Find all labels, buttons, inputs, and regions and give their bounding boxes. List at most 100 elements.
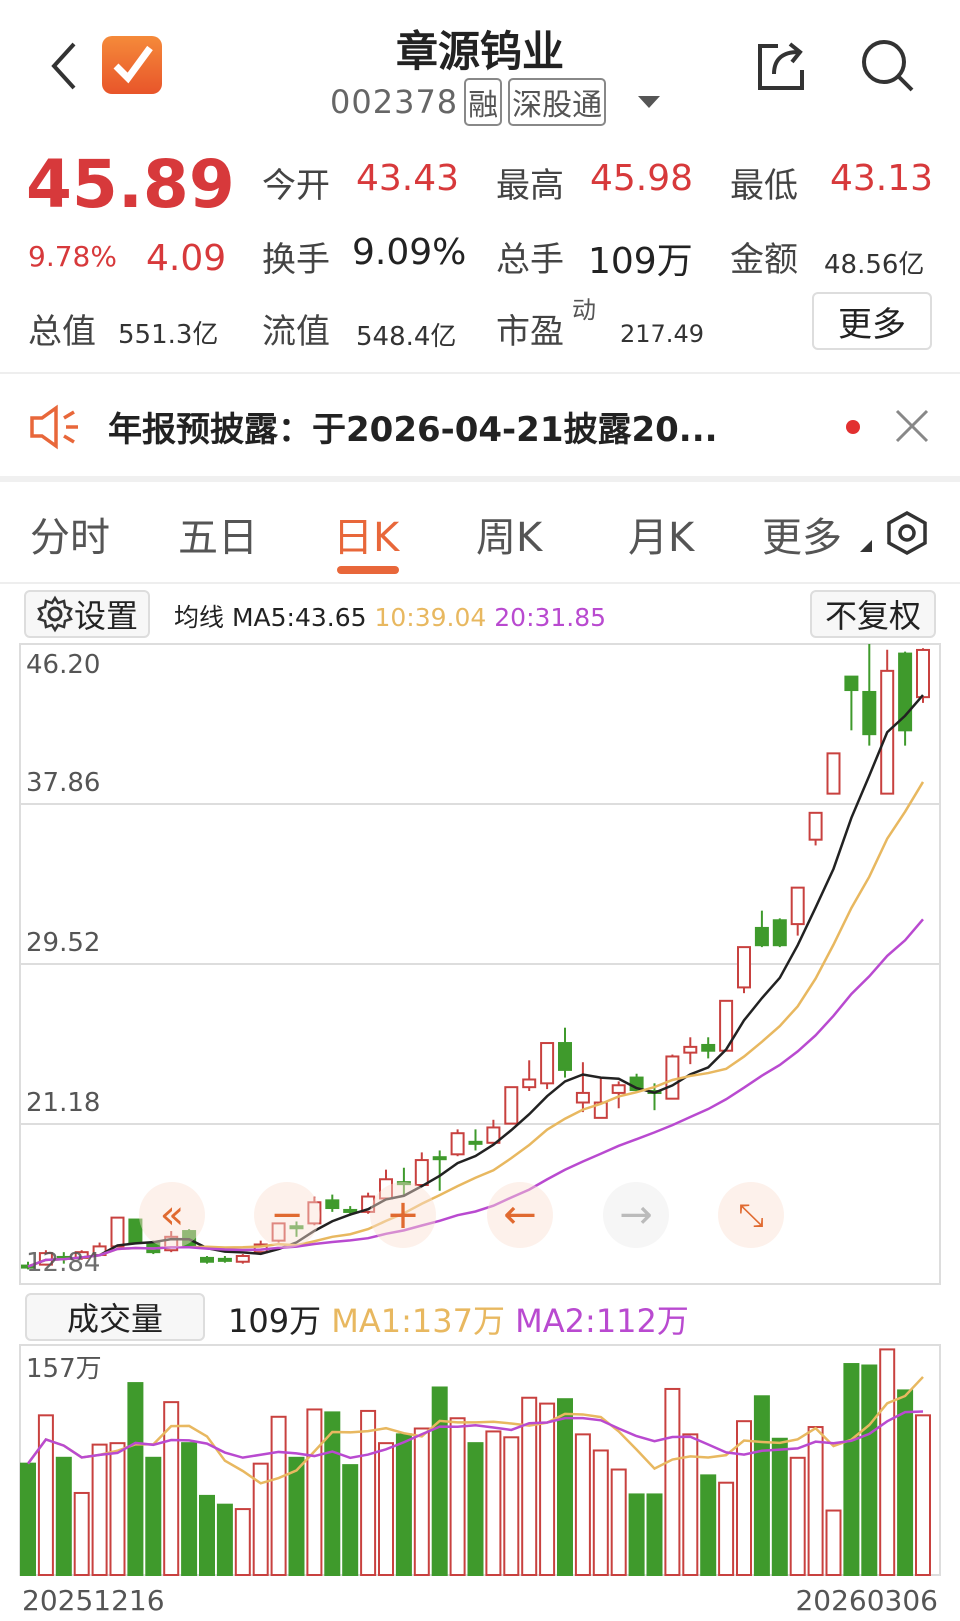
divider (0, 582, 960, 584)
volume-bar (199, 1494, 215, 1577)
open-value: 43.43 (356, 158, 460, 199)
share-button[interactable] (752, 36, 810, 98)
volume-bar (485, 1430, 502, 1576)
notice-bar[interactable]: 年报预披露：于2026-04-21披露20... (0, 376, 960, 476)
chart-settings-icon[interactable] (884, 510, 930, 556)
volume-bar (503, 1436, 520, 1576)
chevron-left-icon (51, 42, 76, 90)
tab-daily-k[interactable]: 日K (333, 515, 400, 561)
stock-title: 章源钨业 (395, 27, 564, 76)
tab-intraday[interactable]: 分时 (30, 515, 110, 561)
tab-more[interactable]: 更多 (762, 515, 842, 561)
y-tick-label: 12.84 (26, 1248, 101, 1278)
pe-value: 217.49 (620, 320, 704, 348)
candle-body (522, 1078, 537, 1089)
zoom-out-button[interactable]: − (254, 1182, 320, 1248)
open-label: 今开 (262, 166, 330, 206)
candle-body (432, 1156, 447, 1161)
volume-indicator-button[interactable]: 成交量 (25, 1293, 205, 1341)
volume-bar (682, 1433, 699, 1577)
turnover-label: 换手 (262, 240, 330, 280)
volume-bar (73, 1491, 90, 1576)
divider (0, 372, 960, 374)
volume-bar (342, 1464, 359, 1576)
volume-max-label: 157万 (26, 1354, 102, 1384)
change-value: 4.09 (146, 238, 227, 279)
adjust-label: 不复权 (824, 597, 921, 635)
candle-body (665, 1055, 680, 1100)
expand-button[interactable]: ⤡ (718, 1182, 784, 1248)
more-quote-button[interactable]: 更多 (812, 292, 932, 350)
volume-bar (20, 1462, 36, 1576)
active-tab-indicator (337, 566, 399, 574)
tab-weekly-k[interactable]: 周K (476, 515, 543, 561)
ma-label: 均线 (174, 603, 225, 632)
scroll-right-button[interactable]: → (603, 1182, 669, 1248)
candle-body (808, 811, 823, 841)
settings-label: 设置 (73, 597, 138, 635)
rewind-button[interactable]: « (139, 1182, 205, 1248)
volume-bar (127, 1382, 144, 1576)
candle-body (307, 1201, 322, 1225)
y-tick-label: 37.86 (26, 768, 101, 798)
volume-bar (521, 1396, 538, 1576)
expand-icon: ⤡ (738, 1195, 764, 1234)
back-button[interactable] (44, 38, 84, 94)
stock-code: 002378 (330, 83, 459, 121)
app-logo-check-icon (102, 36, 162, 94)
volume-bar (825, 1509, 842, 1576)
volume-bar (736, 1420, 752, 1576)
close-icon[interactable] (894, 408, 930, 444)
adjust-button[interactable]: 不复权 (810, 590, 936, 638)
candle-body (271, 1222, 286, 1242)
volume-ma1-line (26, 1376, 924, 1485)
candle-body (737, 946, 751, 989)
volume-bar (306, 1408, 323, 1576)
candle-body (235, 1254, 250, 1263)
volume-bar (861, 1364, 878, 1577)
candle-body (540, 1042, 555, 1085)
volume-bar (449, 1417, 466, 1576)
tab-monthly-k[interactable]: 月K (628, 515, 695, 561)
pe-label: 市盈 (496, 312, 564, 352)
volume-bar (181, 1442, 198, 1576)
current-price: 45.89 (26, 146, 235, 223)
tab-five-day[interactable]: 五日 (178, 515, 258, 561)
zoom-in-icon: + (386, 1192, 420, 1238)
amount-label: 金额 (730, 240, 798, 280)
amount-value: 48.56亿 (824, 250, 925, 280)
divider (0, 476, 960, 482)
change-percent: 9.78% (28, 240, 117, 273)
candle-body (575, 1091, 590, 1104)
volume-bar (467, 1442, 484, 1576)
ma5-value: MA5:43.65 (231, 603, 367, 632)
zoom-out-icon: − (270, 1192, 304, 1238)
mktcap-value: 551.3亿 (118, 320, 219, 350)
volume-ma2: MA2:112万 (515, 1302, 689, 1340)
candlestick-chart[interactable] (0, 0, 960, 1300)
candle-body (558, 1042, 572, 1071)
zoom-in-button[interactable]: + (370, 1182, 436, 1248)
volume-bar (360, 1409, 377, 1576)
volume-bar (646, 1493, 663, 1577)
ma-legend: 均线 MA5:43.65 10:39.04 20:31.85 (174, 598, 606, 634)
volume-chart[interactable] (0, 1340, 960, 1585)
stock-subtitle[interactable]: 002378 融 深股通 (330, 78, 664, 126)
margin-tag: 融 (464, 78, 503, 126)
scroll-left-button[interactable]: ← (487, 1182, 553, 1248)
settings-button[interactable]: 设置 (24, 590, 150, 638)
search-button[interactable] (858, 36, 918, 100)
volume-ma1: MA1:137万 (331, 1302, 505, 1340)
volume-bar (700, 1474, 717, 1577)
volume-bar (807, 1426, 824, 1576)
volume-bar (753, 1395, 770, 1577)
arrow-left-icon: ← (503, 1192, 537, 1238)
low-value: 43.13 (830, 158, 934, 199)
volume-bar (610, 1468, 627, 1576)
ma5-line (27, 694, 924, 1268)
volume-bar (395, 1433, 412, 1577)
rewind-icon: « (159, 1192, 185, 1238)
volume-value: 109万 (588, 241, 693, 282)
volume-legend: 109万 MA1:137万 MA2:112万 (228, 1296, 689, 1342)
volume-ma2-line (26, 1410, 924, 1465)
